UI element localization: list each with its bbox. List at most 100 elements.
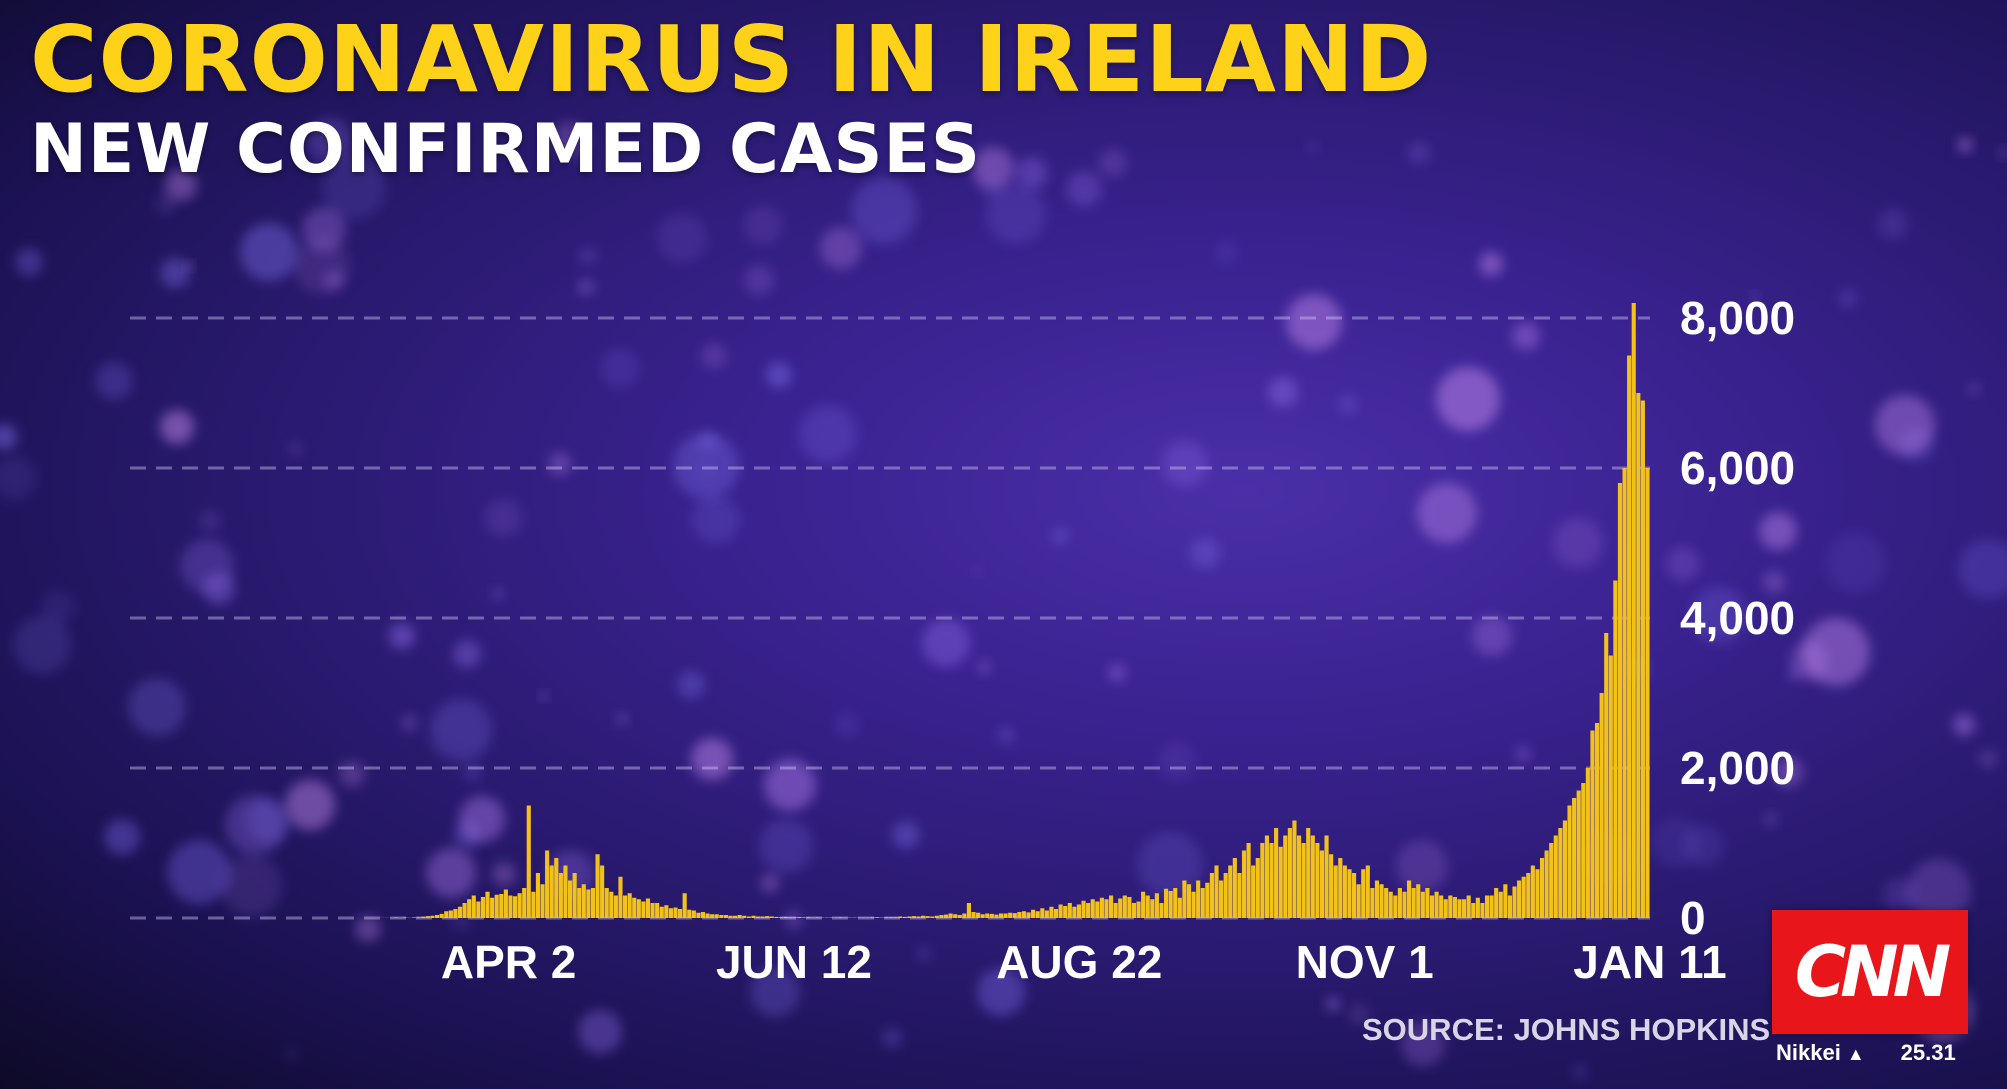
bar [1090,899,1095,918]
bar [1099,897,1104,918]
bar [733,915,738,918]
bar [774,916,779,919]
bar [1315,843,1320,918]
bokeh-dot [307,118,353,164]
bar [535,873,541,918]
bar [1296,835,1302,918]
bar [425,916,430,919]
bar [1287,828,1292,918]
bar [476,901,481,918]
bar [1205,882,1210,918]
chart-title: CORONAVIRUS IN IRELAND [30,6,1433,113]
bar [1003,913,1008,918]
bokeh-dot [1326,997,1340,1011]
bar [1278,846,1283,918]
bokeh-dot [160,410,194,444]
bokeh-dot [1268,377,1298,407]
bar [632,897,637,918]
bar [572,873,577,918]
bar [430,915,435,918]
bar [1040,908,1045,918]
bokeh-dot [974,567,982,575]
bokeh-dot [750,967,800,1017]
bokeh-dot [657,213,707,263]
bar [1594,723,1600,918]
bar [1237,873,1242,918]
bar [994,914,999,919]
bar [581,884,586,918]
bokeh-dot [744,265,774,295]
bar [1576,790,1581,918]
bokeh-dot [1286,294,1342,350]
bar [1173,888,1178,918]
bokeh-dot [1214,240,1238,264]
bokeh-dot [851,178,917,244]
bokeh-dot [1759,512,1797,550]
bar [1127,897,1132,918]
bar [765,916,770,919]
bokeh-dot [1763,571,1785,593]
bokeh-dot [580,248,596,264]
bokeh-dot [1666,547,1700,581]
bar [1585,768,1590,918]
bar [1053,909,1059,918]
x-tick-label: JUN 12 [716,936,872,988]
bokeh-dot [882,1028,902,1048]
source-credit: SOURCE: JOHNS HOPKINS [1362,1012,1771,1047]
ticker-name: Nikkei [1776,1040,1841,1065]
bokeh-dot [1401,1022,1445,1066]
bar [1535,869,1540,918]
bar [462,903,467,918]
bar [1021,911,1027,918]
ticker-value: 25.31 [1900,1040,1956,1065]
bokeh-dot [167,840,231,904]
bokeh-dot [1190,538,1220,568]
bar [916,916,921,918]
bar [1365,865,1370,918]
bokeh-dot [1968,383,1980,395]
bar [1526,873,1531,918]
bar [1351,873,1357,918]
bokeh-dot [389,623,415,649]
bokeh-dot [104,819,140,855]
bokeh-dot [1162,441,1208,487]
bar [1063,906,1068,918]
bar [494,894,499,918]
bar [1462,899,1467,918]
bar [1122,895,1127,918]
bokeh-dot [917,947,931,961]
bar [1269,843,1274,918]
bar [444,911,449,918]
bar [1498,891,1503,918]
bokeh-dot [463,763,481,781]
bar [1617,483,1623,918]
bar [875,917,880,918]
bar [1255,858,1260,918]
bar [1503,884,1508,918]
bar [1031,909,1036,918]
bar [1448,895,1453,918]
bar [1604,633,1609,918]
bar [769,916,774,918]
bar [1214,865,1219,918]
bokeh-dot [1878,209,1908,239]
bar [531,891,536,918]
bokeh-dot [578,279,594,295]
bar [1081,900,1086,918]
bar [590,888,596,918]
bar [783,916,788,919]
bar [962,913,967,918]
bokeh-dot [986,184,1046,244]
bar [1530,865,1535,918]
bokeh-dot [339,761,365,787]
bar [930,916,935,918]
bokeh-dot [240,223,298,281]
bar [678,909,683,918]
bar [1402,891,1407,918]
bar [971,912,976,918]
bar [1044,910,1049,918]
bokeh-dot [1137,832,1203,898]
bar [1154,893,1159,918]
y-tick-label: 4,000 [1680,592,1795,644]
